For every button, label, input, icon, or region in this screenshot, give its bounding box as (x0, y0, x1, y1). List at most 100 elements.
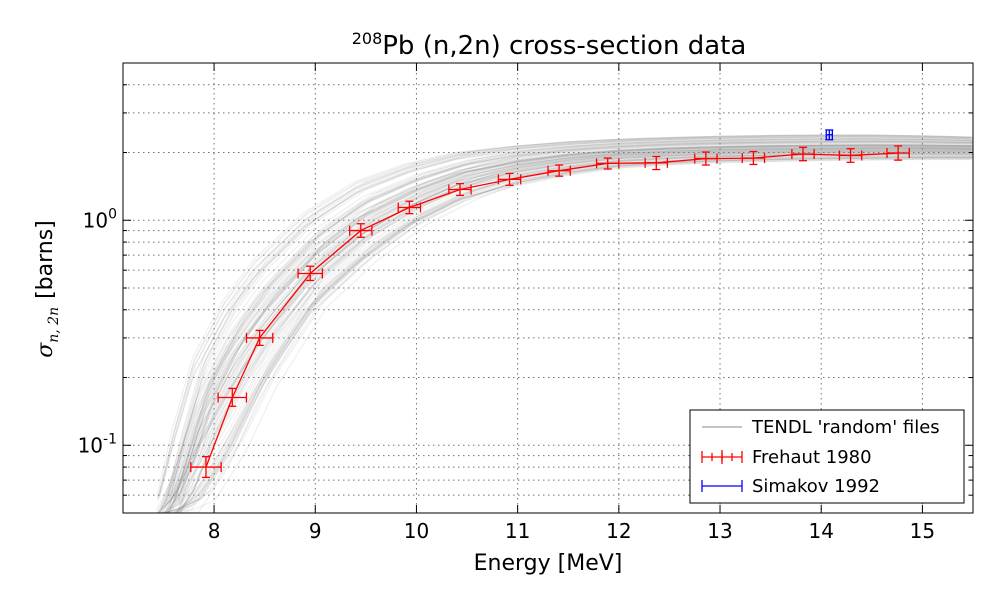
frehaut-point-0 (190, 456, 222, 479)
tendl-curve-16 (157, 149, 971, 513)
x-tick-label-3: 11 (505, 519, 530, 543)
tendl-curve-18 (167, 134, 973, 496)
frehaut-point-13 (791, 146, 815, 162)
tendl-curve-19 (161, 141, 972, 506)
tendl-curve-34 (177, 145, 973, 511)
tendl-curve-44 (175, 147, 973, 513)
legend-frehaut-swatch (701, 450, 743, 464)
tendl-curve-73 (163, 158, 972, 513)
y-tick-label-1: 100 (83, 206, 117, 232)
tendl-curve-50 (169, 136, 973, 499)
frehaut-point-7 (497, 172, 522, 186)
frehaut-point-8 (547, 164, 571, 177)
tendl-curve-67 (170, 134, 973, 496)
tendl-curve-87 (174, 156, 973, 513)
tendl-curve-64 (177, 155, 973, 513)
tendl-curve-46 (164, 141, 973, 505)
tendl-curve-58 (178, 144, 973, 510)
tendl-curve-28 (157, 136, 971, 499)
tendl-curve-3 (166, 148, 973, 513)
tendl-curve-15 (156, 151, 971, 513)
tendl-curve-86 (166, 144, 973, 510)
x-tick-label-4: 12 (606, 519, 631, 543)
x-tick-label-6: 14 (808, 519, 833, 543)
tendl-curve-54 (179, 157, 973, 513)
tendl-curve-26 (172, 140, 973, 504)
tendl-curve-62 (170, 135, 973, 498)
frehaut-line (205, 152, 899, 468)
frehaut-point-6 (448, 182, 472, 197)
y-tick-label-base-1: 10 (83, 208, 108, 232)
tendl-curve-45 (174, 139, 973, 503)
frehaut-point-10 (644, 155, 669, 171)
x-tick-label-7: 15 (910, 519, 935, 543)
tendl-curve-36 (161, 143, 972, 509)
tendl-curve-6 (163, 140, 973, 505)
tendl-curve-23 (170, 144, 973, 509)
tendl-curve-13 (176, 149, 973, 513)
tendl-curve-24 (159, 135, 972, 498)
grid-layer (123, 62, 973, 514)
legend-tendl-label: TENDL 'random' files (751, 417, 940, 438)
tendl-curve-53 (167, 147, 973, 513)
tendl-curve-37 (158, 135, 972, 497)
frehaut-point-5 (397, 200, 422, 215)
frehaut-point-12 (741, 150, 766, 166)
y-tick-label-0: 10-1 (78, 431, 117, 457)
tendl-curve-35 (164, 156, 973, 513)
x-tick-label-1: 9 (309, 519, 322, 543)
tendl-curve-82 (176, 150, 973, 513)
tendl-curve-81 (158, 146, 972, 513)
chart-title-text: Pb (n,2n) cross-section data (382, 31, 746, 61)
data-layer (190, 129, 910, 479)
tendl-curve-10 (156, 158, 971, 513)
tendl-curve-22 (156, 157, 971, 513)
frehaut-point-3 (297, 265, 323, 282)
tendl-curve-41 (177, 138, 973, 501)
tendl-curve-12 (169, 144, 973, 510)
tendl-curve-78 (158, 134, 972, 497)
tendl-curve-33 (165, 149, 973, 513)
tendl-curve-32 (159, 150, 972, 513)
tendl-curve-66 (162, 157, 972, 513)
tendl-curve-51 (179, 148, 973, 513)
tendl-curve-60 (167, 147, 973, 513)
tendl-curve-55 (165, 136, 973, 499)
x-tick-label-5: 13 (707, 519, 732, 543)
tendl-curve-47 (165, 156, 973, 513)
legend-simakov-label: Simakov 1992 (752, 476, 880, 497)
frehaut-point-15 (886, 145, 910, 161)
x-tick-label-0: 8 (208, 519, 221, 543)
tendl-curve-68 (180, 146, 973, 513)
legend: TENDL 'random' files Frehaut 1980 Simako… (689, 409, 965, 504)
tendl-curve-74 (178, 141, 973, 505)
tendl-curve-49 (156, 134, 971, 496)
tendl-curve-63 (168, 135, 973, 497)
tendl-curve-21 (156, 138, 971, 501)
tendl-curve-31 (155, 145, 971, 511)
tendl-curve-83 (168, 142, 973, 507)
tendl-curve-72 (161, 148, 972, 513)
tendl-curve-75 (167, 151, 973, 513)
tendl-curve-20 (157, 137, 971, 501)
tendl-curve-65 (176, 142, 973, 507)
legend-frehaut-label: Frehaut 1980 (752, 447, 872, 468)
frehaut-point-11 (694, 151, 718, 166)
tendl-curve-29 (173, 154, 973, 513)
chart-title: 208Pb (n,2n) cross-section data (352, 29, 747, 61)
tendl-curve-2 (157, 145, 972, 511)
tendl-curve-84 (169, 140, 973, 504)
tendl-curve-8 (164, 147, 973, 513)
tendl-curve-59 (172, 145, 973, 510)
frehaut-point-4 (349, 223, 373, 238)
tendl-curve-77 (177, 138, 973, 502)
tendl-curve-14 (174, 138, 973, 501)
tendl-curve-80 (166, 156, 973, 513)
tendl-curve-42 (159, 143, 972, 509)
legend-simakov-swatch (701, 480, 743, 492)
tendl-curve-11 (160, 145, 972, 510)
y-axis-label-subscript: n, 2n (46, 307, 62, 343)
y-tick-label-base-0: 10 (78, 433, 103, 457)
frehaut-point-14 (838, 148, 863, 163)
tendl-curve-9 (166, 146, 973, 513)
